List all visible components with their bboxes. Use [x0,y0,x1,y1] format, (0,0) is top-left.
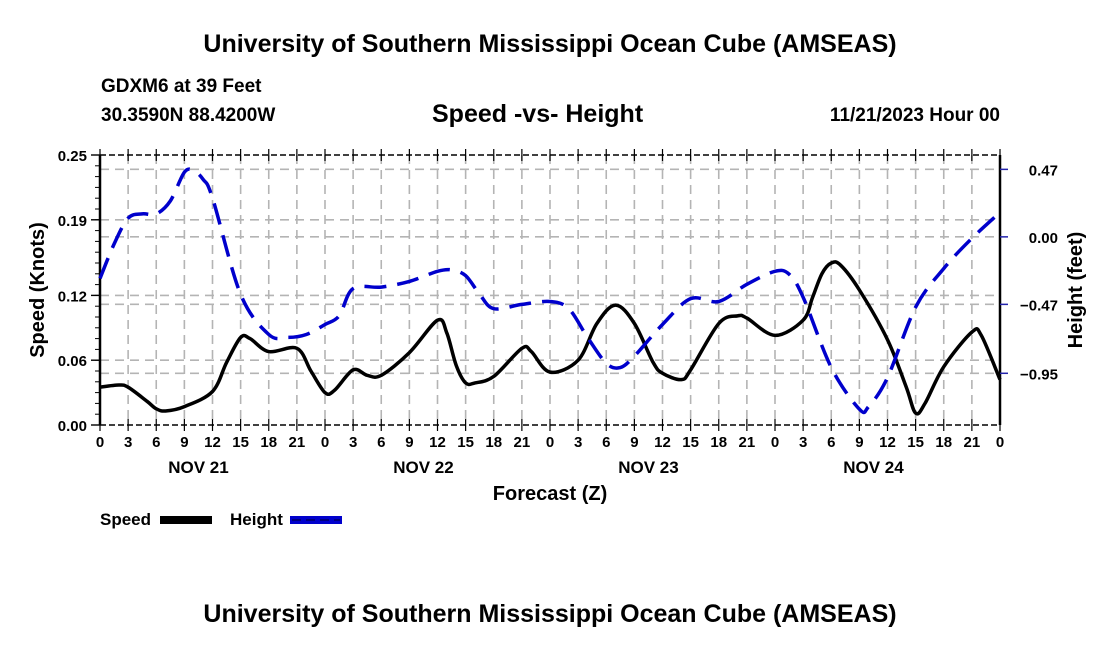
day-label: NOV 24 [843,458,904,477]
y-tick-label: 0.12 [58,288,87,305]
day-label: NOV 22 [393,458,453,477]
legend: Speed Height [100,510,342,529]
x-tick-label: 9 [630,434,638,451]
x-tick-label: 9 [855,434,863,451]
x-tick-label: 21 [289,434,306,451]
axes [91,149,1008,431]
x-tick-label: 6 [152,434,160,451]
x-tick-label: 12 [879,434,896,451]
y2-axis-label: Height (feet) [1065,232,1087,349]
x-tick-label: 6 [377,434,385,451]
location-label: 30.3590N 88.4200W [101,105,276,126]
legend-label-height: Height [230,510,283,529]
x-tick-label: 3 [349,434,357,451]
legend-label-speed: Speed [100,510,151,529]
x-tick-label: 0 [771,434,779,451]
legend-swatch-height [290,516,342,524]
y-tick-label: 0.25 [58,148,87,165]
y2-tick-label: −0.95 [1020,366,1058,383]
x-tick-label: 3 [799,434,807,451]
series-layer [98,167,1002,416]
y-tick-label: 0.06 [58,353,87,370]
x-tick-label: 15 [907,434,924,451]
x-tick-label: 3 [124,434,132,451]
x-tick-label: 15 [232,434,249,451]
x-tick-label: 21 [964,434,981,451]
y2-tick-label: −0.47 [1020,297,1058,314]
chart-footer-title: University of Southern Mississippi Ocean… [203,600,897,628]
y-axis-label: Speed (Knots) [27,222,49,358]
x-tick-label: 6 [602,434,610,451]
day-label: NOV 23 [618,458,678,477]
x-tick-label: 15 [682,434,699,451]
chart-title: Speed -vs- Height [432,100,644,128]
x-tick-label: 9 [405,434,413,451]
tick-labels: 0 3 6 9 12 15 18 21 0 3 6 9 12 15 18 21 0 3 6 9 12 15 18 21 0 3 6 9… [58,148,1058,477]
x-tick-label: 21 [739,434,756,451]
x-tick-label: 18 [260,434,277,451]
x-tick-label: 0 [321,434,329,451]
x-tick-label: 18 [485,434,502,451]
x-tick-label: 0 [546,434,554,451]
x-axis-label: Forecast (Z) [493,483,607,505]
x-tick-label: 18 [935,434,952,451]
run-time-label: 11/21/2023 Hour 00 [829,105,1000,126]
x-tick-label: 12 [654,434,671,451]
x-tick-label: 0 [96,434,104,451]
series-line-height [98,167,1002,415]
y-tick-label: 0.19 [58,213,87,230]
chart-header-title: University of Southern Mississippi Ocean… [203,30,897,58]
x-tick-label: 18 [710,434,727,451]
grid [100,155,1000,425]
x-tick-label: 6 [827,434,835,451]
x-tick-label: 12 [204,434,221,451]
series-line-speed [99,260,1002,416]
x-tick-label: 12 [429,434,446,451]
y-tick-label: 0.00 [58,418,87,435]
x-tick-label: 15 [457,434,474,451]
x-tick-label: 0 [996,434,1004,451]
y2-tick-label: 0.00 [1029,230,1058,247]
x-tick-label: 9 [180,434,188,451]
x-tick-label: 3 [574,434,582,451]
day-label: NOV 21 [168,458,228,477]
y2-tick-label: 0.47 [1029,162,1058,179]
x-tick-label: 21 [514,434,531,451]
station-label: GDXM6 at 39 Feet [101,76,262,97]
legend-swatch-speed [160,516,212,524]
